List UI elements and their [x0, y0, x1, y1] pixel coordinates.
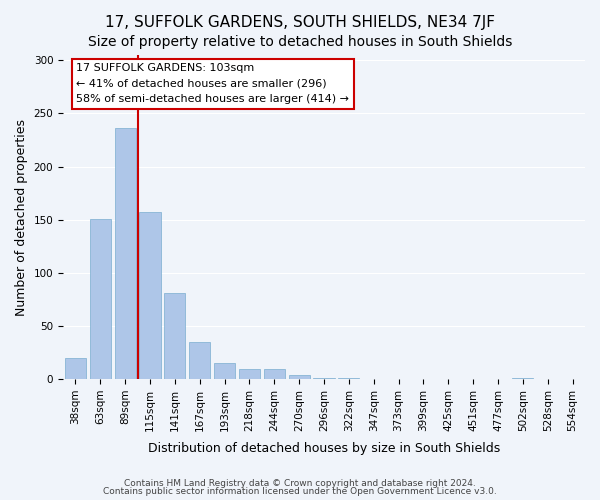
Bar	[289, 375, 310, 379]
Bar	[90, 218, 111, 379]
Bar	[164, 293, 185, 379]
Bar	[214, 363, 235, 379]
Bar	[313, 378, 335, 379]
Text: Contains public sector information licensed under the Open Government Licence v3: Contains public sector information licen…	[103, 487, 497, 496]
Bar	[512, 378, 533, 379]
Bar	[65, 358, 86, 379]
Bar	[264, 370, 285, 379]
Y-axis label: Number of detached properties: Number of detached properties	[15, 118, 28, 316]
Text: Contains HM Land Registry data © Crown copyright and database right 2024.: Contains HM Land Registry data © Crown c…	[124, 478, 476, 488]
Text: 17 SUFFOLK GARDENS: 103sqm
← 41% of detached houses are smaller (296)
58% of sem: 17 SUFFOLK GARDENS: 103sqm ← 41% of deta…	[76, 63, 349, 104]
Bar	[189, 342, 210, 379]
Bar	[139, 212, 161, 379]
Text: Size of property relative to detached houses in South Shields: Size of property relative to detached ho…	[88, 35, 512, 49]
Bar	[115, 128, 136, 379]
X-axis label: Distribution of detached houses by size in South Shields: Distribution of detached houses by size …	[148, 442, 500, 455]
Bar	[239, 370, 260, 379]
Bar	[338, 378, 359, 379]
Text: 17, SUFFOLK GARDENS, SOUTH SHIELDS, NE34 7JF: 17, SUFFOLK GARDENS, SOUTH SHIELDS, NE34…	[105, 15, 495, 30]
